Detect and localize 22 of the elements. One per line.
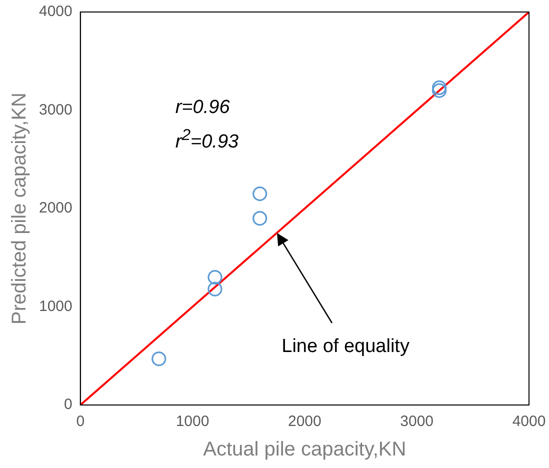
point (152, 352, 166, 366)
point (208, 270, 222, 285)
point (252, 186, 268, 202)
x-tick-label: 1000 (176, 413, 210, 430)
point (252, 211, 268, 226)
x-tick-label: 4000 (512, 413, 546, 430)
x-tick-label: 0 (76, 413, 85, 430)
x-tick-label: 3000 (400, 413, 434, 430)
annotation: Line of equality (282, 336, 410, 358)
y-tick-label: 2000 (38, 200, 72, 217)
x-axis-title: Actual pile capacity,KN (203, 438, 406, 461)
point (432, 80, 447, 95)
y-tick-label: 4000 (38, 3, 72, 20)
y-axis-title: Predicted pile capacity,KN (8, 92, 31, 324)
x-tick-label: 2000 (288, 413, 322, 430)
annotation: r=0.96 (175, 97, 230, 119)
annotation: r$^{2}$=0.93 (175, 127, 239, 154)
y-tick-label: 1000 (38, 298, 72, 315)
point (432, 83, 447, 98)
y-tick-label: 0 (64, 396, 72, 414)
y-tick-label: 3000 (38, 101, 72, 118)
point (208, 282, 222, 296)
